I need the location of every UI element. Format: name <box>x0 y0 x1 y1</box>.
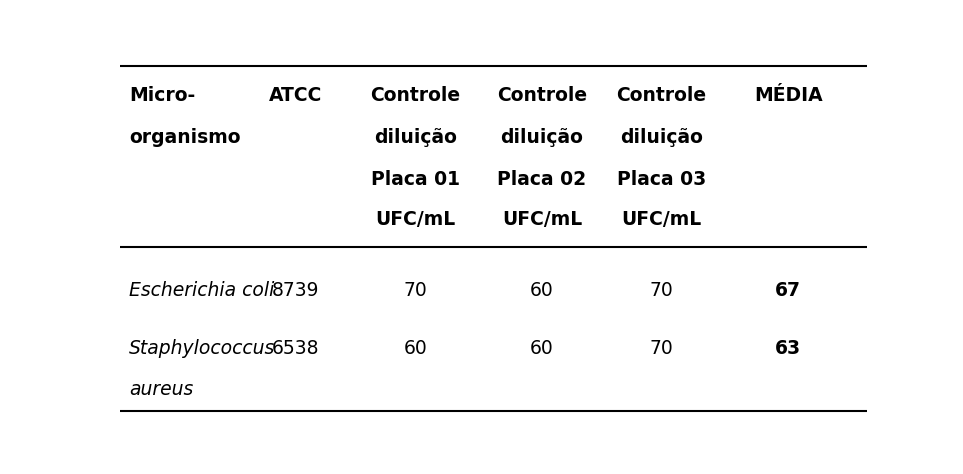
Text: diluição: diluição <box>501 128 584 146</box>
Text: MÉDIA: MÉDIA <box>754 86 822 105</box>
Text: Controle: Controle <box>616 86 707 105</box>
Text: 6538: 6538 <box>272 339 320 358</box>
Text: 60: 60 <box>531 281 554 300</box>
Text: UFC/mL: UFC/mL <box>375 210 455 229</box>
Text: Placa 01: Placa 01 <box>371 170 459 189</box>
Text: Placa 02: Placa 02 <box>498 170 586 189</box>
Text: 70: 70 <box>403 281 427 300</box>
Text: 70: 70 <box>650 339 673 358</box>
Text: 67: 67 <box>775 281 801 300</box>
Text: diluição: diluição <box>374 128 456 146</box>
Text: UFC/mL: UFC/mL <box>502 210 583 229</box>
Text: 60: 60 <box>531 339 554 358</box>
Text: 63: 63 <box>775 339 801 358</box>
Text: 70: 70 <box>650 281 673 300</box>
Text: organismo: organismo <box>129 128 241 146</box>
Text: aureus: aureus <box>129 380 194 399</box>
Text: ATCC: ATCC <box>269 86 323 105</box>
Text: Placa 03: Placa 03 <box>617 170 706 189</box>
Text: UFC/mL: UFC/mL <box>621 210 702 229</box>
Text: Micro-: Micro- <box>129 86 195 105</box>
Text: Escherichia coli: Escherichia coli <box>129 281 274 300</box>
Text: Controle: Controle <box>497 86 587 105</box>
Text: Controle: Controle <box>370 86 460 105</box>
Text: diluição: diluição <box>620 128 703 146</box>
Text: Staphylococcus: Staphylococcus <box>129 339 275 358</box>
Text: 8739: 8739 <box>272 281 320 300</box>
Text: 60: 60 <box>403 339 427 358</box>
